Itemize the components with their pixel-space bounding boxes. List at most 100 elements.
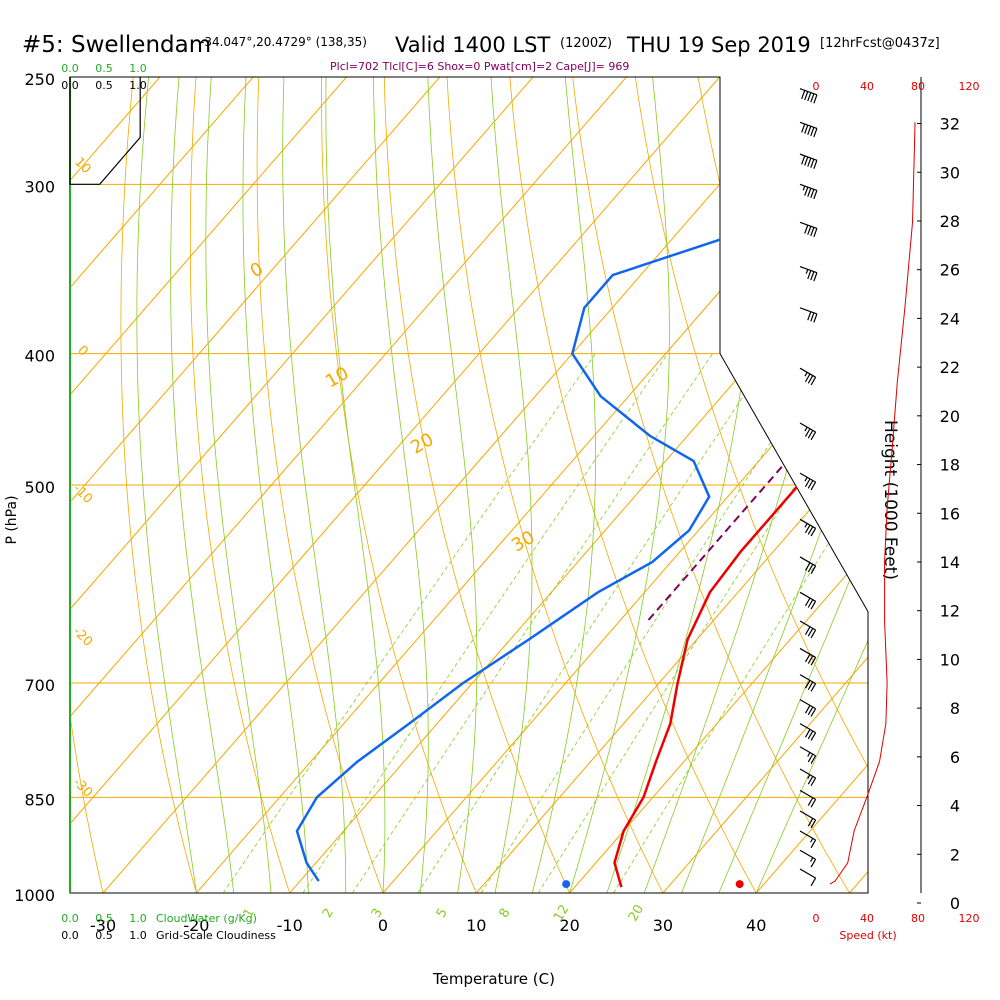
wind-barb-flag xyxy=(810,857,814,862)
isotherm-line xyxy=(264,77,868,893)
wind-barb-flag xyxy=(810,683,817,692)
wind-barb-flag xyxy=(804,428,811,437)
wind-barb-flag xyxy=(810,271,815,281)
wind-barb-flag xyxy=(810,158,815,168)
wind-barb-flag xyxy=(807,628,814,637)
height-tick-label: 24 xyxy=(940,309,960,328)
x-tick-label: 20 xyxy=(559,916,579,935)
wind-barb-flag xyxy=(807,776,814,785)
wind-barb-flag xyxy=(804,91,809,101)
moist-adiabat xyxy=(681,77,868,893)
height-tick-label: 32 xyxy=(940,115,960,134)
cloud-water-top-tick: 1.0 xyxy=(129,62,147,75)
wind-barb-flag xyxy=(810,601,817,610)
wind-barb-flag xyxy=(807,681,814,691)
height-tick-label: 14 xyxy=(940,553,960,572)
mixing-ratio-line xyxy=(417,353,772,893)
valid-date: THU 19 Sep 2019 xyxy=(626,33,811,57)
dry-adiabat xyxy=(383,77,584,893)
mixing-ratio-line xyxy=(302,353,669,893)
mixing-ratio-label: 2 xyxy=(320,906,337,921)
cloud-water-bottom-tick: 0.5 xyxy=(95,912,113,925)
moist-adiabat xyxy=(486,77,533,893)
wind-barb-flag xyxy=(807,157,812,167)
cloud-water-top-tick: 0.0 xyxy=(61,62,79,75)
speed-top-tick: 120 xyxy=(959,80,980,93)
x-tick-label: 10 xyxy=(466,916,486,935)
wind-barb-flag xyxy=(810,858,817,868)
mixing-ratio-label: 8 xyxy=(497,906,514,921)
cloudiness-profile xyxy=(69,77,141,185)
dewpoint-line xyxy=(295,110,868,882)
valid-time: Valid 1400 LST xyxy=(395,33,550,57)
wind-barb-flag xyxy=(813,313,818,323)
wind-barb-flag xyxy=(804,224,809,234)
pressure-tick-label: 500 xyxy=(24,478,55,497)
x-tick-label: -20 xyxy=(183,916,209,935)
wind-barb-flag xyxy=(810,565,817,575)
isotherm-line xyxy=(70,77,182,893)
isotherm-line xyxy=(70,77,742,893)
mixing-ratio-label: 12 xyxy=(551,902,572,924)
wind-barb-flag xyxy=(807,226,812,235)
wind-barb-flag xyxy=(807,706,814,716)
x-tick-label: -30 xyxy=(90,916,116,935)
wind-barb-flag xyxy=(804,523,808,528)
mixing-ratio-line xyxy=(352,353,713,893)
height-tick-label: 30 xyxy=(940,163,960,182)
wind-barb-flag xyxy=(807,730,814,740)
y-axis-title: P (hPa) xyxy=(4,495,20,544)
cloud-water-top-tick: 0.5 xyxy=(95,62,113,75)
isotherm-line xyxy=(77,77,868,893)
isotherm-line xyxy=(357,77,868,893)
moist-adiabat xyxy=(325,77,386,893)
height-tick-label: 20 xyxy=(940,407,960,426)
height-tick-label: 10 xyxy=(940,650,960,669)
moist-adiabat-label: 10 xyxy=(71,155,93,177)
height-tick-label: 18 xyxy=(940,456,960,475)
surface-dewpoint-dot xyxy=(562,880,571,889)
wind-barb-flag xyxy=(810,227,815,237)
wind-barb-flag xyxy=(807,311,812,321)
speed-label: Speed (kt) xyxy=(839,929,896,942)
isotherm-line xyxy=(450,77,868,893)
dry-adiabat-label: 30 xyxy=(508,527,538,557)
isotherm-line xyxy=(70,77,835,893)
moist-adiabat xyxy=(755,77,868,893)
height-tick-label: 28 xyxy=(940,212,960,231)
pressure-tick-label: 1000 xyxy=(14,886,55,905)
height-tick-label: 22 xyxy=(940,358,960,377)
wind-barb-flag xyxy=(807,564,814,573)
axes-and-labels: -30 -20 -10 0 10 20 30 402503004005007008501000… xyxy=(4,62,980,988)
moist-adiabat xyxy=(170,77,235,893)
mixing-ratio-line xyxy=(480,353,830,893)
wind-barb-flag xyxy=(810,481,817,491)
wind-barb-flag xyxy=(810,376,817,386)
wind-barb-staff xyxy=(799,183,818,192)
forecast-tag: [12hrFcst@0437z] xyxy=(820,36,940,51)
x-tick-label: 40 xyxy=(746,916,766,935)
dry-adiabat xyxy=(974,0,1000,922)
wind-barb-flag xyxy=(805,269,809,274)
wind-barb-flag xyxy=(810,189,815,199)
wind-barb-flag xyxy=(810,777,817,787)
cloud-water-bottom-tick: 0.0 xyxy=(61,912,79,925)
height-tick-label: 6 xyxy=(950,748,960,767)
stability-indices: Plcl=702 Tlcl[C]=6 Shox=0 Pwat[cm]=2 Cap… xyxy=(330,60,629,73)
wind-barb-flag xyxy=(810,838,814,843)
moist-adiabat xyxy=(282,77,347,893)
station-coords: -34.047°,20.4729° (138,35) xyxy=(200,35,367,49)
isotherm-line xyxy=(70,77,275,893)
wind-barb-flag xyxy=(804,729,811,738)
valid-zulu: (1200Z) xyxy=(560,36,612,51)
speed-bottom-tick: 120 xyxy=(959,912,980,925)
cloudiness-top-tick: 0.5 xyxy=(95,79,113,92)
wind-barb-flag xyxy=(810,629,817,639)
moist-adiabat xyxy=(531,77,596,893)
cloudiness-bottom-tick: 0.5 xyxy=(95,929,113,942)
wind-barb-flag xyxy=(807,526,814,535)
speed-top-tick: 80 xyxy=(911,80,925,93)
moist-adiabat xyxy=(372,77,429,893)
station-title: #5: Swellendam xyxy=(22,32,211,58)
